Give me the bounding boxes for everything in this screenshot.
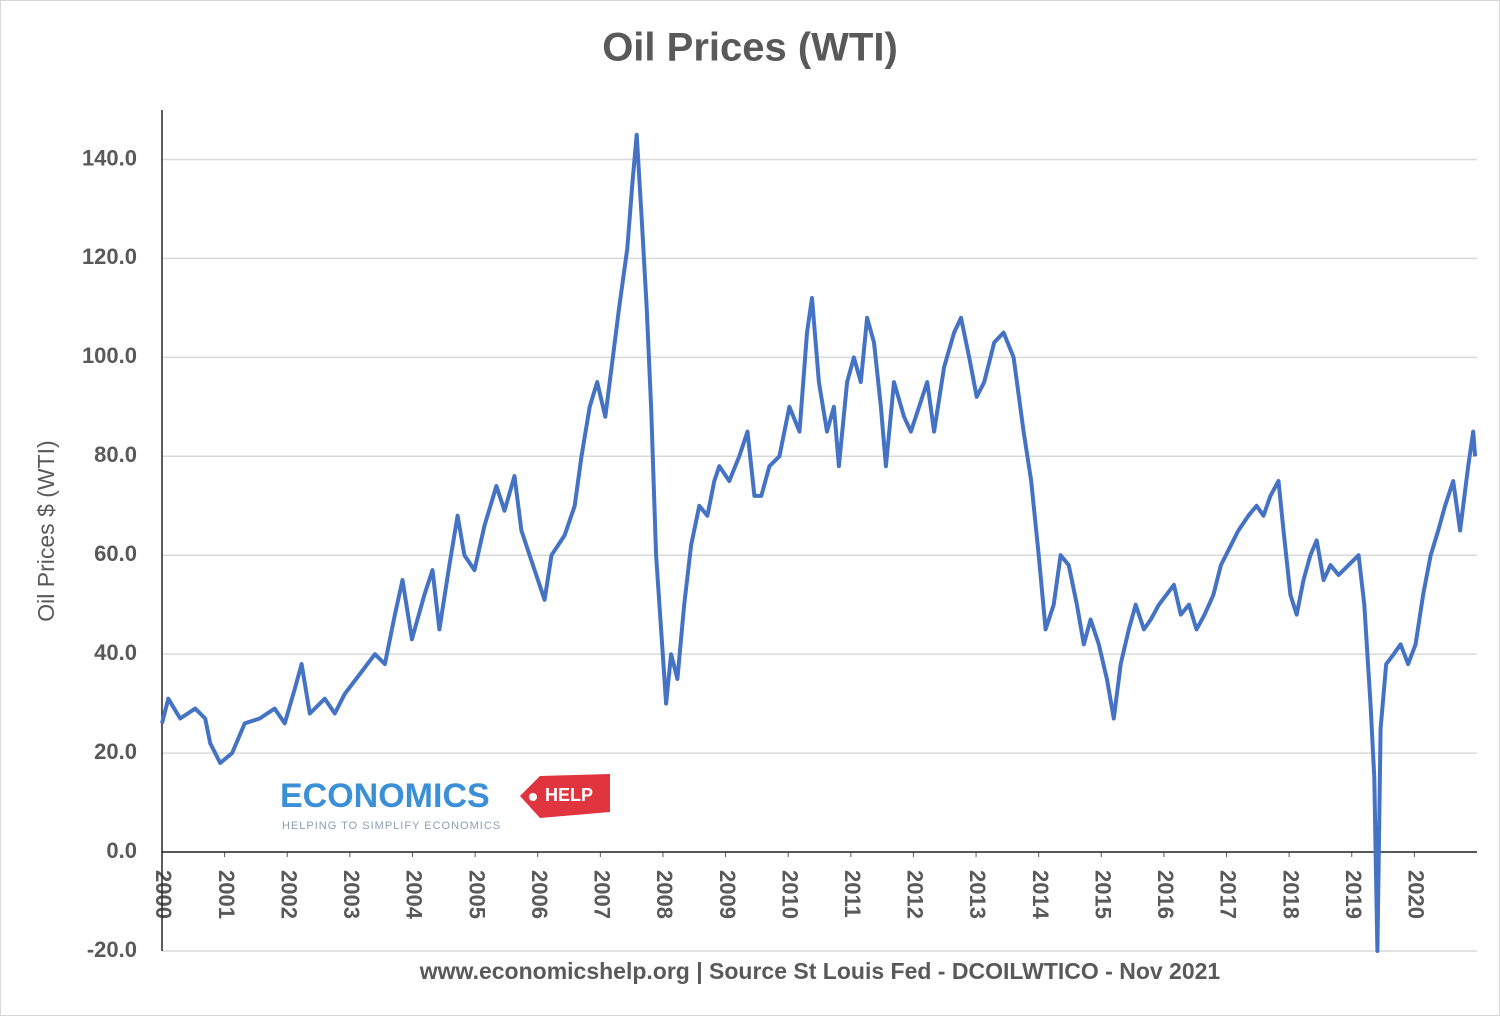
x-tick-label: 2016 <box>1153 870 1178 919</box>
x-tick-label: 2008 <box>652 870 677 919</box>
logo: ECONOMICS HELP HELPING TO SIMPLIFY ECONO… <box>280 774 610 832</box>
logo-main: ECONOMICS <box>280 777 490 815</box>
logo-tag: HELP <box>545 785 593 805</box>
x-tick-label: 2004 <box>402 870 427 920</box>
y-tick-label: 0.0 <box>106 838 137 863</box>
logo-slogan: HELPING TO SIMPLIFY ECONOMICS <box>282 820 501 832</box>
y-tick-label: 120.0 <box>82 244 137 269</box>
logo-hole <box>529 793 537 801</box>
footer: www.economicshelp.org | Source St Louis … <box>419 958 1221 984</box>
x-tick-label: 2020 <box>1404 870 1429 919</box>
y-axis-label: Oil Prices $ (WTI) <box>33 440 59 621</box>
x-tick-label: 2018 <box>1278 870 1303 919</box>
x-tick-label: 2019 <box>1341 870 1366 919</box>
chart-title: Oil Prices (WTI) <box>602 26 898 70</box>
x-tick-label: 2011 <box>840 870 865 918</box>
x-tick-label: 2014 <box>1028 870 1053 920</box>
x-tick-label: 2007 <box>590 870 615 919</box>
price-line <box>160 132 1478 953</box>
y-tick-label: 140.0 <box>82 145 137 170</box>
y-tick-label: 100.0 <box>82 343 137 368</box>
x-tick-label: 2002 <box>276 870 301 919</box>
y-tick-label: 40.0 <box>94 640 137 665</box>
x-tick-label: 2009 <box>715 870 740 919</box>
x-tick-label: 2001 <box>214 870 239 919</box>
y-tick-label: 80.0 <box>94 442 137 467</box>
y-tick-label: 60.0 <box>94 541 137 566</box>
x-tick-label: 2015 <box>1090 870 1115 919</box>
x-tick-label: 2013 <box>965 870 990 919</box>
y-tick-label: -20.0 <box>87 937 137 962</box>
x-tick-label: 2017 <box>1216 870 1241 919</box>
x-tick-label: 2000 <box>151 870 176 919</box>
logo-tag-shape <box>520 774 610 818</box>
x-tick-label: 2012 <box>903 870 928 919</box>
x-tick-label: 2003 <box>339 870 364 919</box>
y-tick-label: 20.0 <box>94 739 137 764</box>
x-tick-label: 2006 <box>527 870 552 919</box>
x-tick-label: 2005 <box>464 870 489 919</box>
x-tick-label: 2010 <box>777 870 802 919</box>
